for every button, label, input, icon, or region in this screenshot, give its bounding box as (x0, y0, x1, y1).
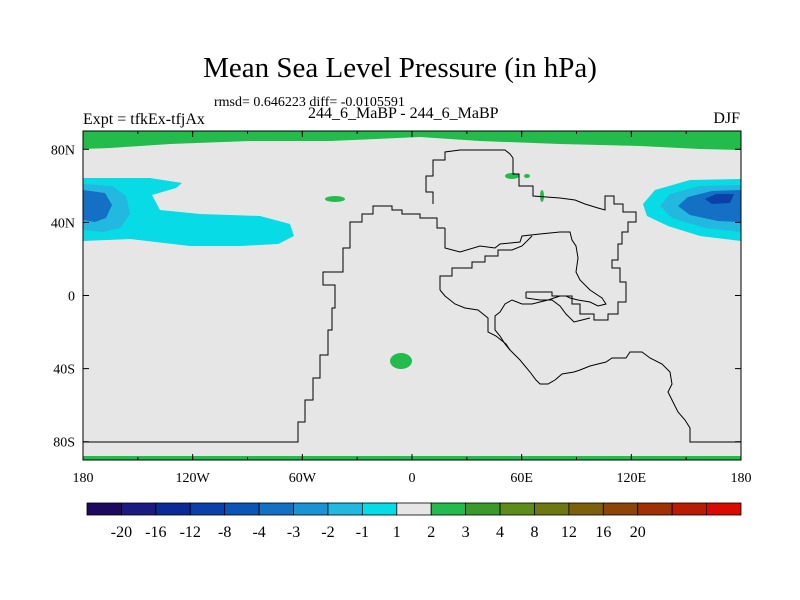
colorbar-label: 12 (561, 524, 577, 541)
colorbar-label: -20 (111, 524, 132, 541)
colorbar-label: -12 (180, 524, 201, 541)
colorbar-label: -8 (218, 524, 231, 541)
colorbar-swatch (86, 502, 122, 516)
season-label: DJF (713, 110, 740, 127)
colorbar-swatch (121, 502, 157, 516)
coastline-southern-africa (554, 351, 741, 443)
colorbar-label: 8 (530, 524, 538, 541)
contour-north-band-positive (83, 131, 741, 150)
colorbar-label: 3 (462, 524, 470, 541)
colorbar-swatch (671, 502, 707, 516)
y-tick-label: 40N (51, 216, 75, 231)
colorbar-label: 20 (630, 524, 646, 541)
y-tick-label: 80S (53, 436, 75, 451)
colorbar-label: -2 (321, 524, 334, 541)
x-axis: 180 120W 60W 0 60E 120E 180 (73, 131, 752, 486)
experiment-label: Expt = tfkEx-tfjAx (83, 111, 205, 128)
map-background (83, 131, 741, 460)
coastline-eurasia-inner (439, 235, 533, 290)
x-tick-label: 0 (409, 471, 416, 486)
y-tick-label: 80N (51, 143, 75, 158)
coastline-maritime (439, 289, 511, 351)
x-tick-label: 60E (510, 471, 533, 486)
colorbar-swatch (293, 502, 329, 516)
x-tick-label: 180 (73, 471, 94, 486)
contour-siberia-blob-c (540, 190, 544, 202)
colorbar-swatch (534, 502, 570, 516)
contour-atlantic-south-blob (390, 353, 412, 369)
x-tick-label: 120E (617, 471, 647, 486)
x-tick-label: 60W (289, 471, 317, 486)
colorbar-swatch (602, 502, 639, 516)
y-axis: 80N 40N 0 40S 80S (51, 143, 741, 451)
colorbar-label: 4 (496, 524, 504, 541)
colorbar-label: -16 (145, 524, 166, 541)
y-tick-label: 0 (68, 290, 75, 305)
colorbar-swatch (258, 502, 294, 516)
colorbar-swatch (637, 502, 673, 516)
colorbar-swatch (499, 502, 535, 516)
colorbar-label: 16 (595, 524, 611, 541)
colorbar-swatch (568, 502, 604, 516)
contour-pacific-west-neg1 (83, 178, 294, 246)
colorbar-swatch (155, 502, 191, 516)
continent-outlines (83, 149, 741, 443)
colorbar-swatch (396, 502, 432, 516)
contour-atlantic-north-blob (325, 196, 345, 202)
coastline-africa (444, 228, 607, 385)
x-tick-label: 180 (731, 471, 752, 486)
chart-title: Mean Sea Level Pressure (in hPa) (203, 52, 597, 84)
colorbar-swatch (430, 502, 467, 516)
x-tick-label: 120W (176, 471, 211, 486)
colorbar-label: -1 (356, 524, 369, 541)
colorbar-swatch (327, 502, 363, 516)
colorbar-label: -4 (252, 524, 265, 541)
contour-pacific-east-neg4 (705, 194, 734, 204)
stats-text: rmsd= 0.646223 diff= -0.0105591 (214, 95, 405, 110)
coastline-americas (83, 205, 445, 443)
colorbar-swatch (224, 502, 260, 516)
contour-pacific-west-neg3 (83, 190, 112, 222)
colorbar-label: 1 (393, 524, 401, 541)
colorbar-swatch (465, 502, 501, 516)
comparison-label: 244_6_MaBP - 244_6_MaBP (308, 105, 499, 122)
colorbar-swatch (189, 502, 226, 516)
colorbar-swatch (361, 502, 398, 516)
colorbar-label: 2 (427, 524, 435, 541)
colorbar-label: -3 (287, 524, 300, 541)
colorbar-swatch (706, 502, 742, 516)
coastline-arabia (525, 292, 591, 323)
coastline-eurasia (425, 149, 637, 321)
contour-siberia-blob-b (524, 174, 530, 178)
y-tick-label: 40S (53, 363, 75, 378)
colorbar: -20 -16 -12 -8 -4 -3 -2 -1 1 2 3 4 8 12 16 20 (86, 502, 742, 541)
